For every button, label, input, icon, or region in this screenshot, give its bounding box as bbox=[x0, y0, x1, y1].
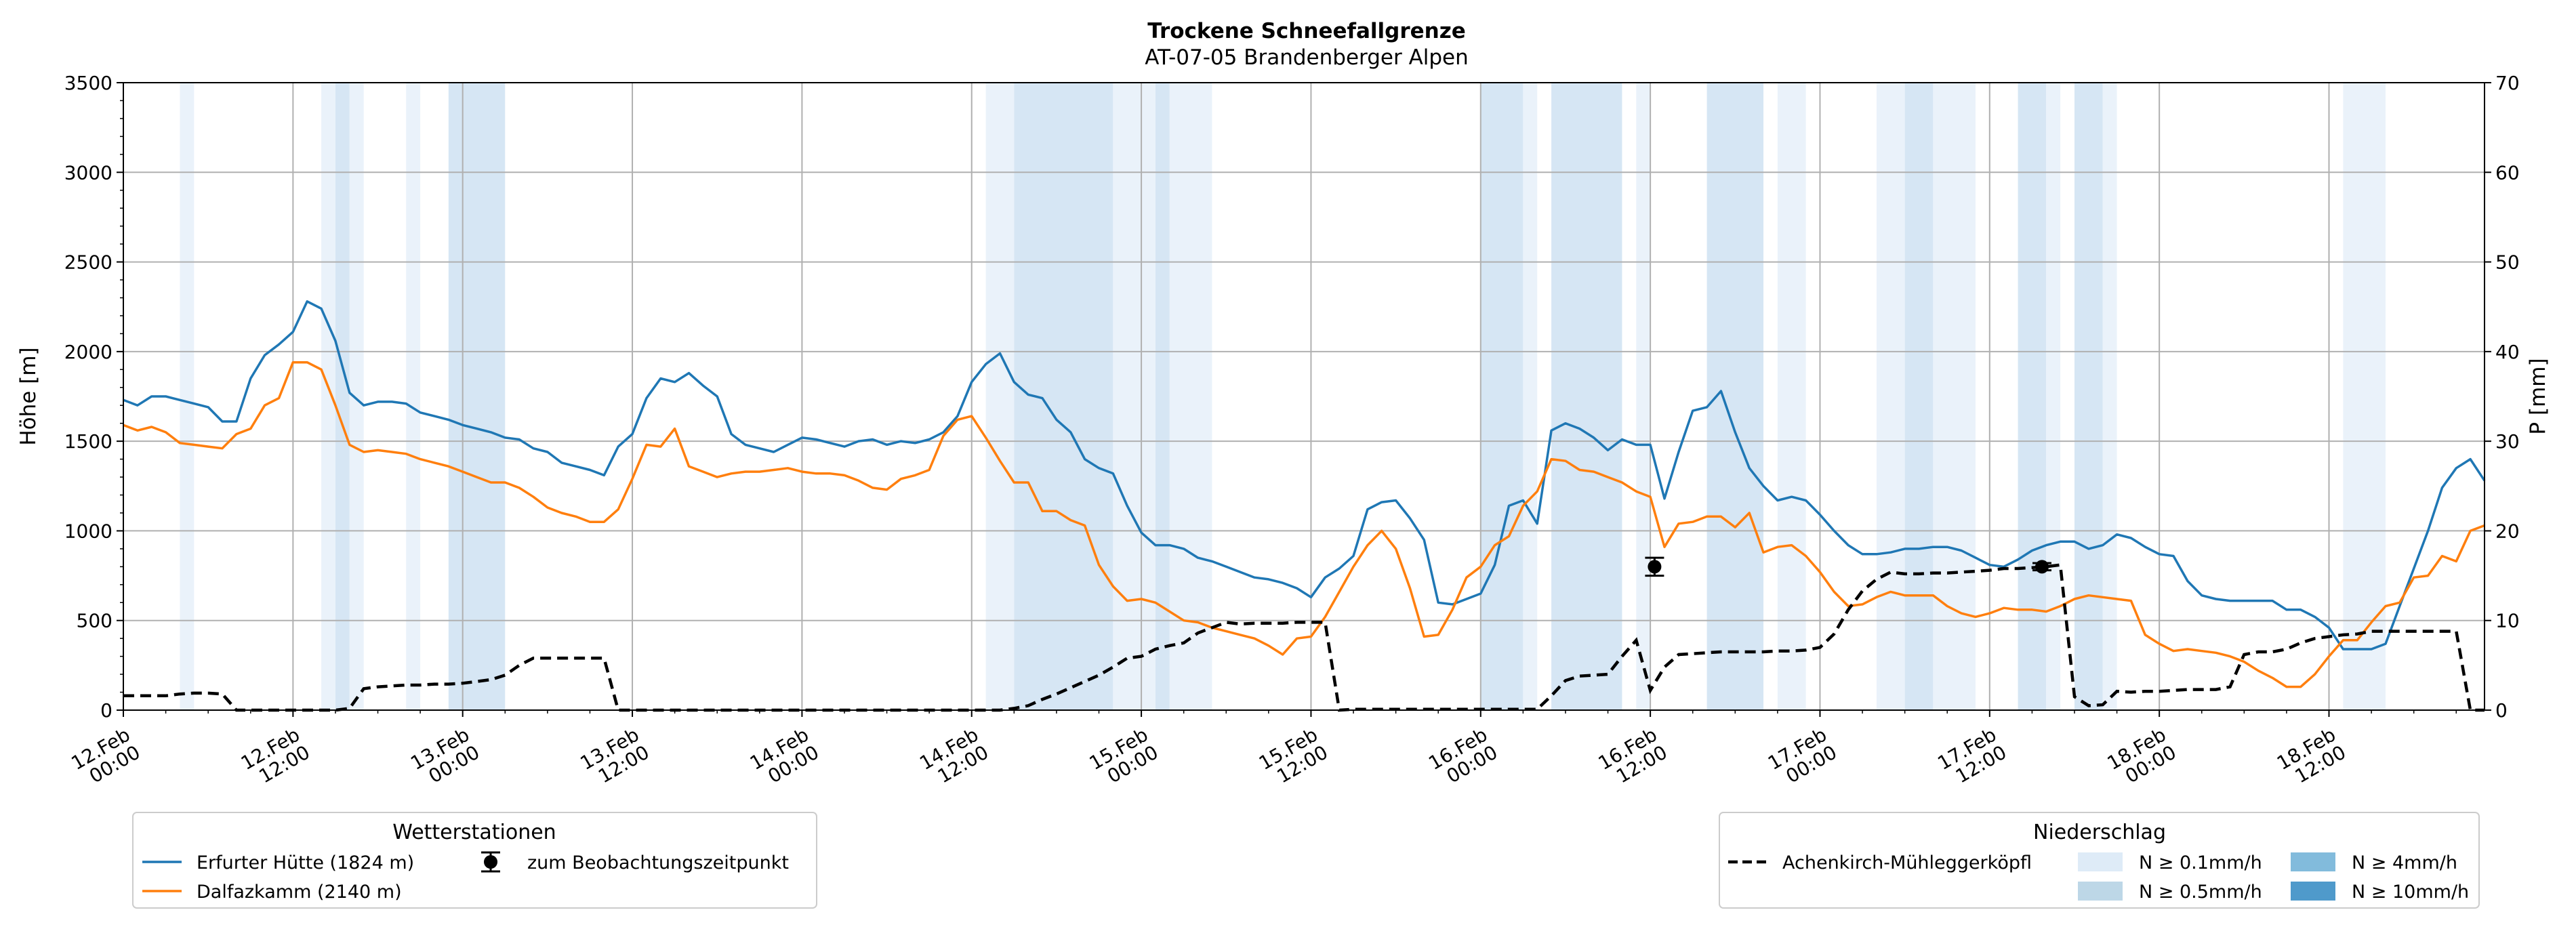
precipitation-bands bbox=[180, 83, 2386, 710]
observation-point bbox=[2035, 560, 2049, 574]
legend-obs-point bbox=[484, 855, 497, 869]
y2-tick-label: 40 bbox=[2495, 341, 2520, 363]
legend-precip-line-label: Achenkirch-Mühleggerköpfl bbox=[1782, 852, 2032, 873]
x-tick-label: 17.Feb00:00 bbox=[1764, 723, 1841, 792]
legend-station-label: Erfurter Hütte (1824 m) bbox=[197, 852, 414, 873]
precip-band bbox=[1904, 83, 1934, 710]
y2-axis-label: P [mm] bbox=[2526, 358, 2550, 434]
precip-band bbox=[1014, 83, 1113, 710]
precip-band bbox=[180, 83, 195, 710]
x-tick-label: 15.Feb12:00 bbox=[1255, 723, 1332, 792]
legend-stations-box bbox=[132, 812, 817, 909]
x-tick-label: 18.Feb12:00 bbox=[2273, 723, 2350, 792]
precip-band bbox=[985, 83, 1015, 710]
x-tick-label: 13.Feb00:00 bbox=[407, 723, 483, 792]
x-tick-label: 16.Feb12:00 bbox=[1595, 723, 1671, 792]
y-tick-label: 2000 bbox=[64, 341, 113, 363]
precip-band bbox=[1876, 83, 1905, 710]
precip-band bbox=[1480, 83, 1524, 710]
x-tick-label: 16.Feb00:00 bbox=[1425, 723, 1501, 792]
y2-tick-label: 50 bbox=[2495, 251, 2520, 274]
legend-level-swatch-2 bbox=[2291, 852, 2335, 871]
x-tick-label: 14.Feb00:00 bbox=[746, 723, 823, 792]
chart-subtitle: AT-07-05 Brandenberger Alpen bbox=[1145, 45, 1469, 70]
y2-tick-label: 70 bbox=[2495, 72, 2520, 94]
legend-stations-title: Wetterstationen bbox=[392, 821, 556, 844]
x-tick-label: 15.Feb00:00 bbox=[1086, 723, 1162, 792]
precip-band bbox=[1169, 83, 1212, 710]
y2-tick-label: 0 bbox=[2495, 699, 2508, 722]
x-tick-label: 13.Feb12:00 bbox=[577, 723, 653, 792]
legend-level-swatch-0 bbox=[2078, 852, 2123, 871]
precip-band bbox=[321, 83, 335, 710]
y-tick-label: 1500 bbox=[64, 430, 113, 453]
legend-obs-label: zum Beobachtungszeitpunkt bbox=[527, 852, 789, 873]
precip-band bbox=[1155, 83, 1170, 710]
chart-title: Trockene Schneefallgrenze bbox=[1147, 19, 1466, 43]
x-tick-label: 12.Feb12:00 bbox=[237, 723, 314, 792]
precip-band bbox=[1636, 83, 1651, 710]
precip-band bbox=[335, 83, 350, 710]
legend-level-swatch-3 bbox=[2291, 882, 2335, 901]
precip-band bbox=[2074, 83, 2103, 710]
y2-tick-label: 30 bbox=[2495, 430, 2520, 453]
x-tick-label: 14.Feb12:00 bbox=[916, 723, 992, 792]
x-tick-label: 18.Feb00:00 bbox=[2104, 723, 2180, 792]
legend-station-label: Dalfazkamm (2140 m) bbox=[197, 882, 402, 903]
precip-band bbox=[406, 83, 421, 710]
y2-tick-label: 60 bbox=[2495, 161, 2520, 184]
y-tick-label: 1000 bbox=[64, 520, 113, 542]
precip-band bbox=[1551, 83, 1622, 710]
precip-band bbox=[2102, 83, 2117, 710]
precip-band bbox=[1777, 83, 1806, 710]
precip-band bbox=[1523, 83, 1538, 710]
precip-band bbox=[2343, 83, 2386, 710]
y-tick-label: 2500 bbox=[64, 251, 113, 274]
series-line-0 bbox=[123, 300, 2486, 651]
legend-level-label: N ≥ 4mm/h bbox=[2352, 852, 2457, 873]
precip-band bbox=[2018, 83, 2047, 710]
precip-band bbox=[1933, 83, 1976, 710]
y-tick-label: 3500 bbox=[64, 72, 113, 94]
x-tick-label: 17.Feb12:00 bbox=[1934, 723, 2010, 792]
y-axis-label: Höhe [m] bbox=[16, 347, 41, 445]
series-line-1 bbox=[123, 360, 2485, 688]
precip-band bbox=[349, 83, 364, 710]
legend-precip-title: Niederschlag bbox=[2033, 821, 2166, 844]
plot-frame bbox=[123, 82, 2485, 711]
data-lines bbox=[123, 300, 2486, 712]
legends: Wetterstationen Erfurter Hütte (1824 m) Da… bbox=[132, 812, 2480, 909]
y-tick-label: 0 bbox=[100, 699, 113, 722]
observation-point bbox=[1648, 560, 1662, 574]
precip-band bbox=[448, 83, 506, 710]
y2-tick-label: 20 bbox=[2495, 520, 2520, 542]
precip-band bbox=[2046, 83, 2061, 710]
y2-tick-label: 10 bbox=[2495, 610, 2520, 632]
legend-level-label: N ≥ 0.1mm/h bbox=[2139, 852, 2262, 873]
x-tick-label: 12.Feb00:00 bbox=[67, 723, 144, 792]
precip-band bbox=[1113, 83, 1156, 710]
legend-level-label: N ≥ 10mm/h bbox=[2352, 882, 2469, 903]
precip-line bbox=[123, 563, 2485, 712]
y-tick-label: 3000 bbox=[64, 161, 113, 184]
y-tick-label: 500 bbox=[77, 610, 113, 632]
legend-level-swatch-1 bbox=[2078, 882, 2123, 901]
legend-level-label: N ≥ 0.5mm/h bbox=[2139, 882, 2262, 903]
